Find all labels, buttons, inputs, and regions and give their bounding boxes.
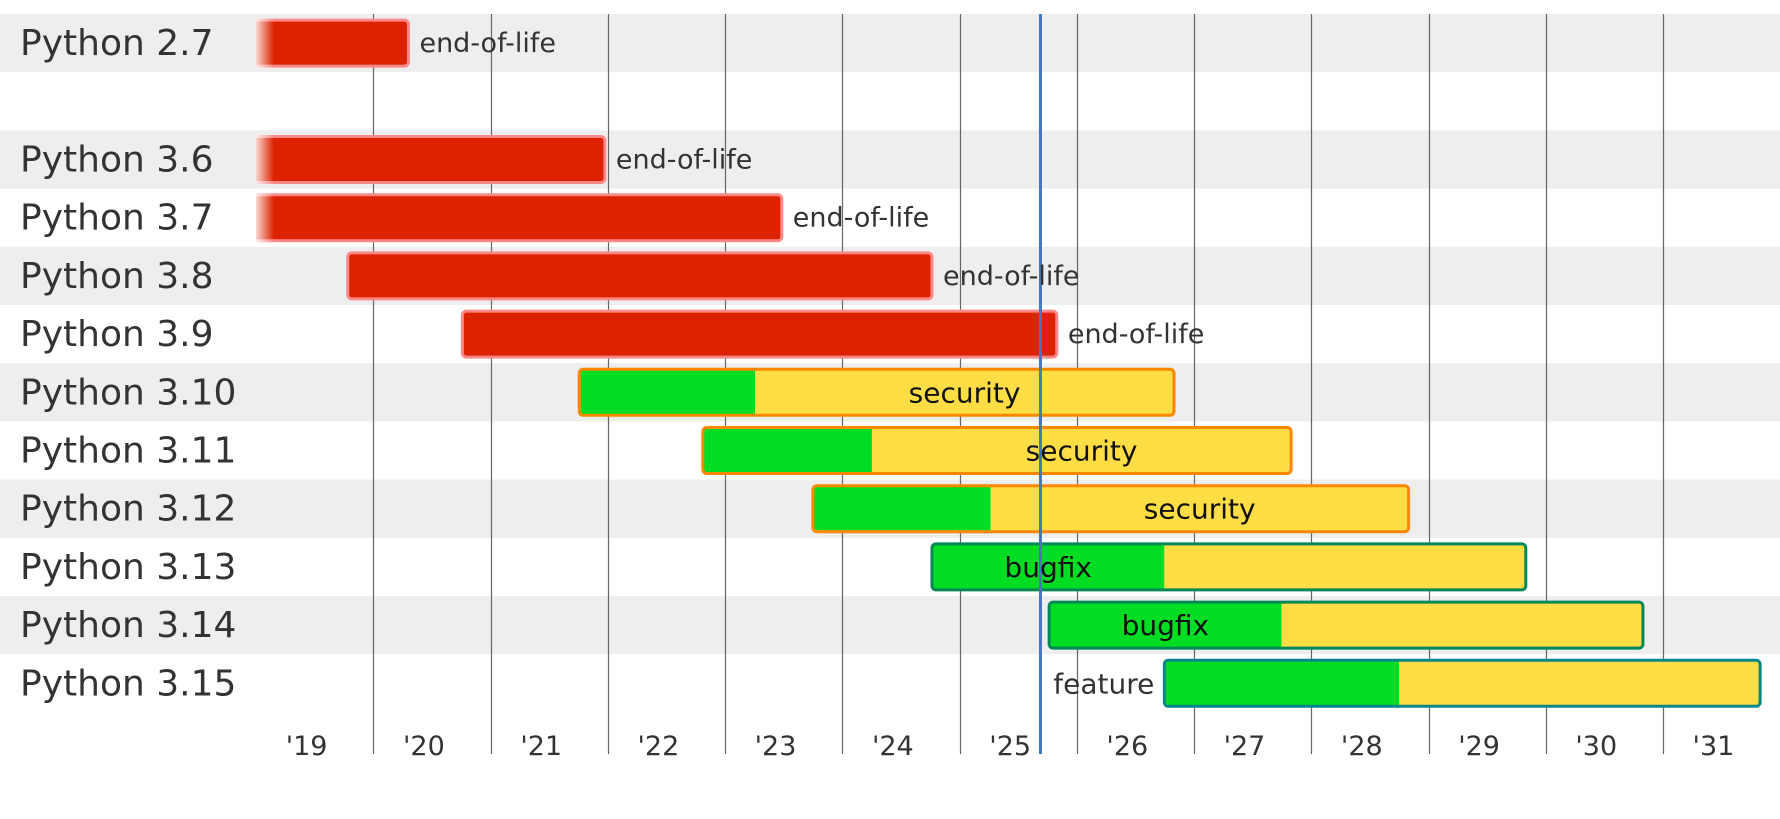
bar-python-3-13-bugfix-segment <box>931 543 1165 590</box>
bar-python-3-11-bugfix-segment <box>702 427 872 474</box>
x-tick-label: '30 <box>1575 731 1617 762</box>
x-tick-label: '28 <box>1341 731 1383 762</box>
bar-python-3-10-bugfix-segment <box>579 369 756 416</box>
bar-python-3-7-fade <box>256 192 274 243</box>
row-label-python-2-7: Python 2.7 <box>20 23 213 64</box>
bar-python-3-9 <box>460 309 1059 359</box>
bar-python-3-12-outline <box>811 484 1411 534</box>
status-label-python-3-11: security <box>1026 435 1138 468</box>
x-tick-label: '22 <box>637 731 679 762</box>
bar-python-3-13-outline <box>930 542 1528 592</box>
bar-python-3-6 <box>256 135 607 184</box>
x-tick-label: '25 <box>989 731 1031 762</box>
x-tick-label: '29 <box>1458 731 1500 762</box>
row-label-python-3-15: Python 3.15 <box>20 663 236 704</box>
x-tick-label: '23 <box>755 731 797 762</box>
bar-python-3-14-security-segment <box>1281 602 1643 649</box>
bar-python-3-13-security-segment <box>1164 543 1526 590</box>
x-axis-ticks: '19 '20 '21 '22 '23 '24 '25 '26 '27 '28 '29 '30 '31 <box>286 731 1735 762</box>
bar-python-3-8 <box>346 251 934 301</box>
status-label-python-3-9: end-of-life <box>1068 319 1205 350</box>
bar-python-3-14-outline <box>1047 600 1645 650</box>
status-label-python-3-15: feature <box>1053 667 1154 700</box>
row-label-python-3-12: Python 3.12 <box>20 489 236 530</box>
bar-python-3-10-outline <box>577 367 1176 417</box>
bar-python-3-10-security-segment <box>755 369 1174 416</box>
x-tick-label: '24 <box>872 731 914 762</box>
row-label-python-3-9: Python 3.9 <box>20 314 213 355</box>
row-label-python-3-13: Python 3.13 <box>20 547 236 588</box>
status-label-python-3-8: end-of-life <box>943 261 1080 292</box>
bar-python-3-6-fade <box>256 134 274 185</box>
row-label-python-3-14: Python 3.14 <box>20 605 236 646</box>
row-label-python-3-8: Python 3.8 <box>20 256 213 297</box>
x-tick-label: '20 <box>403 731 445 762</box>
x-tick-label: '27 <box>1224 731 1266 762</box>
bar-python-3-12-bugfix-segment <box>812 485 991 532</box>
status-label-python-3-10: security <box>909 376 1021 409</box>
bars <box>256 18 1762 708</box>
row-label-python-3-11: Python 3.11 <box>20 431 236 472</box>
x-tick-label: '26 <box>1106 731 1148 762</box>
row-label-python-3-6: Python 3.6 <box>20 140 213 181</box>
bar-python-3-11-security-segment <box>871 427 1292 474</box>
row-label-python-3-7: Python 3.7 <box>20 198 213 239</box>
x-tick-label: '31 <box>1693 731 1735 762</box>
bar-python-2-7 <box>256 18 410 68</box>
bar-python-3-7 <box>256 193 784 243</box>
x-tick-label: '19 <box>286 731 328 762</box>
status-label-python-3-6: end-of-life <box>616 145 753 176</box>
bar-python-3-12-security-segment <box>990 485 1409 532</box>
bar-python-3-15-outline <box>1162 658 1762 708</box>
x-tick-label: '21 <box>520 731 562 762</box>
bar-python-3-15-bugfix-segment <box>1164 660 1399 707</box>
status-label-python-3-12: security <box>1144 493 1256 526</box>
bar-python-3-15-security-segment <box>1399 660 1761 707</box>
bar-python-3-11-outline <box>701 426 1293 475</box>
status-label-python-3-13: bugfix <box>1004 551 1092 584</box>
row-labels: Python 2.7 Python 3.6 Python 3.7 Python 3.8… <box>20 23 236 704</box>
row-label-python-3-10: Python 3.10 <box>20 372 236 413</box>
status-label-python-3-14: bugfix <box>1122 609 1210 642</box>
bar-labels: end-of-life end-of-life end-of-life end-of-… <box>419 28 1255 700</box>
status-label-python-2-7: end-of-life <box>419 28 556 59</box>
bar-python-3-14-bugfix-segment <box>1049 602 1282 649</box>
status-label-python-3-7: end-of-life <box>793 203 930 234</box>
bar-python-2-7-fade <box>256 18 274 69</box>
